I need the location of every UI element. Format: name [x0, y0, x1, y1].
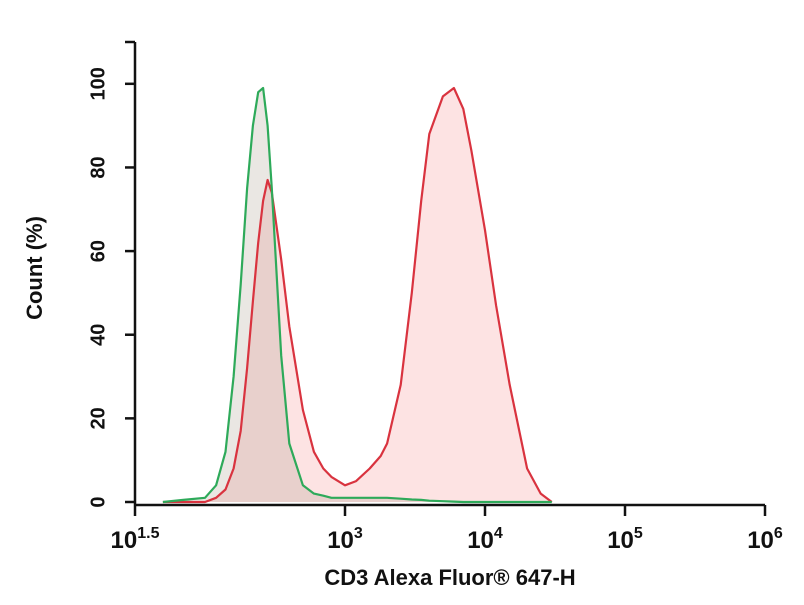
- y-tick-label: 80: [87, 156, 109, 178]
- x-axis-label: CD3 Alexa Fluor® 647-H: [324, 565, 575, 590]
- histogram-line: [162, 86, 553, 504]
- x-tick-label: 103: [327, 525, 363, 554]
- x-tick-label: 104: [467, 525, 503, 554]
- x-tick-base: 10: [327, 527, 354, 554]
- x-tick-base: 10: [111, 527, 138, 554]
- x-tick-exponent: 5: [634, 525, 643, 542]
- y-tick-label: 0: [87, 496, 109, 507]
- x-tick-exponent: 4: [494, 525, 503, 542]
- x-tick-exponent: 1.5: [137, 525, 159, 542]
- y-axis-label: Count (%): [22, 216, 47, 320]
- x-tick-exponent: 6: [774, 525, 783, 542]
- histogram-line: [162, 86, 552, 504]
- x-tick-label: 101.5: [111, 525, 160, 554]
- x-tick-label: 106: [747, 525, 783, 554]
- y-tick-label: 100: [87, 67, 109, 100]
- y-tick-label: 40: [87, 324, 109, 346]
- histogram-area: [162, 88, 552, 502]
- x-tick-base: 10: [467, 527, 494, 554]
- x-tick-base: 10: [607, 527, 634, 554]
- x-tick-exponent: 3: [354, 525, 363, 542]
- y-tick-label: 60: [87, 240, 109, 262]
- y-tick-label: 20: [87, 407, 109, 429]
- histogram-area: [162, 88, 552, 502]
- x-tick-base: 10: [747, 527, 774, 554]
- x-tick-label: 105: [607, 525, 643, 554]
